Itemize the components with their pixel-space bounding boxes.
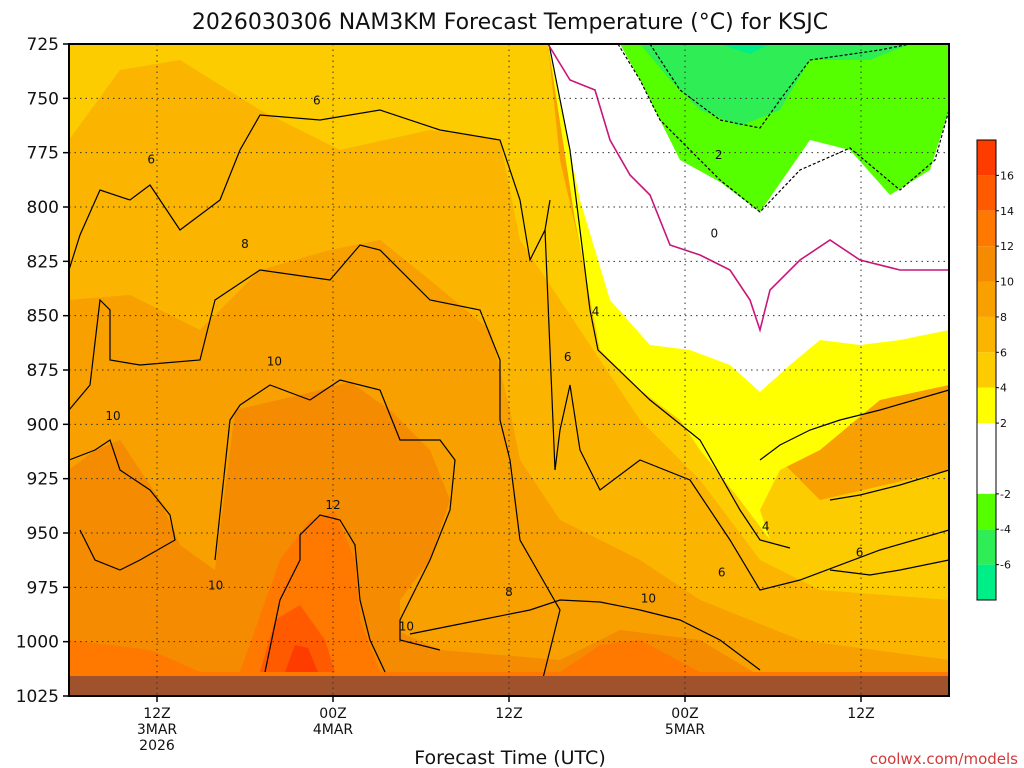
contour-label: 8 [505, 585, 513, 599]
colorbar-label: 8 [1000, 311, 1007, 324]
x-tick-label: 5MAR [665, 722, 706, 738]
contour-label: 8 [241, 237, 249, 251]
contour-label: 10 [208, 578, 223, 592]
colorbar-label: -2 [1000, 488, 1011, 501]
contour-12 [264, 514, 386, 673]
contour-label: 4 [592, 304, 600, 318]
x-tick-label: 2026 [139, 738, 175, 754]
contour-label: 6 [564, 350, 572, 364]
colorbar-label: 10 [1000, 276, 1014, 289]
contour-8 [68, 244, 561, 691]
x-tick-label: 00Z [671, 706, 698, 722]
contour-0 [547, 43, 949, 333]
y-tick-label: 800 [27, 198, 59, 218]
y-tick-label: 750 [27, 89, 59, 109]
x-tick-label: 00Z [319, 706, 346, 722]
y-tick-label: 775 [27, 144, 59, 164]
contour-label: 0 [711, 226, 719, 240]
colorbar-swatch [977, 493, 996, 530]
colorbar-swatch [977, 281, 996, 317]
y-tick-label: 950 [27, 524, 59, 544]
y-axis: 725 750 775 800 825 850 875 900 925 950 975 1000 102… [16, 35, 69, 707]
colorbar-label: 16 [1000, 169, 1014, 182]
x-tick-label: 4MAR [313, 722, 354, 738]
colorbar-swatch [977, 210, 996, 247]
colorbar-swatch [977, 316, 996, 353]
colorbar-border [976, 139, 997, 601]
y-tick-label: 975 [27, 578, 59, 598]
gridlines [69, 44, 949, 696]
colorbar-swatch [977, 140, 996, 176]
contour-10-left [68, 439, 176, 571]
y-tick-label: 725 [27, 35, 59, 55]
contour-10-center [214, 379, 456, 651]
contour-label: 6 [856, 546, 864, 560]
colorbar-label: 6 [1000, 346, 1007, 359]
temp-band-minus6-minus8 [720, 44, 770, 54]
plot-area: 6 6 8 10 10 12 10 10 8 6 4 2 0 10 6 4 6 [68, 43, 950, 697]
contour-4-right [759, 389, 950, 461]
contour-label: 10 [105, 409, 120, 423]
chart-title: 2026030306 NAM3KM Forecast Temperature (… [192, 10, 828, 35]
contour-lines [68, 43, 950, 691]
y-tick-label: 900 [27, 415, 59, 435]
contour-6-upper [68, 109, 551, 271]
y-tick-label: 875 [27, 361, 59, 381]
colorbar-swatch [977, 529, 996, 565]
contour-2 [617, 43, 950, 213]
contour-label: 6 [718, 565, 726, 579]
y-tick-label: 925 [27, 470, 59, 490]
contour-label: 12 [325, 498, 340, 512]
colorbar-swatch [977, 387, 996, 424]
temp-band-16-18 [285, 645, 318, 672]
colorbar-label: 14 [1000, 205, 1014, 218]
colorbar-label: 4 [1000, 382, 1007, 395]
contour-label: 10 [267, 354, 282, 368]
x-tick-label: 3MAR [137, 722, 178, 738]
contour-labels: 6 6 8 10 10 12 10 10 8 6 4 2 0 10 6 4 6 [105, 94, 864, 634]
y-tick-label: 850 [27, 307, 59, 327]
contour-10-lower [409, 599, 761, 671]
contour-6-right [544, 229, 950, 591]
temp-band-minus4-minus6 [640, 44, 910, 126]
contour-minus2 [649, 43, 911, 129]
contour-6-lower-right [829, 469, 950, 576]
contour-label: 6 [147, 152, 155, 166]
y-tick-label: 825 [27, 252, 59, 272]
contour-4 [548, 43, 791, 549]
colorbar-swatch [977, 564, 996, 600]
x-tick-label: 12Z [495, 706, 522, 722]
colorbar-label: -6 [1000, 559, 1011, 572]
colorbar: 16 14 12 10 8 6 4 2 -2 -4 -6 [976, 139, 1014, 601]
y-tick-label: 1025 [16, 687, 59, 707]
contour-label: 10 [641, 591, 656, 605]
contour-label: 6 [313, 94, 321, 108]
colorbar-label: 2 [1000, 417, 1007, 430]
y-tick-label: 1000 [16, 633, 59, 653]
colorbar-swatch [977, 175, 996, 211]
ground-band [69, 676, 949, 696]
credit-annotation: coolwx.com/models [870, 750, 1018, 768]
contour-label: 10 [399, 620, 414, 634]
contour-label: 4 [762, 520, 770, 534]
colorbar-label: 12 [1000, 240, 1014, 253]
x-axis-label: Forecast Time (UTC) [414, 747, 605, 768]
colorbar-label: -4 [1000, 523, 1011, 536]
x-tick-label: 12Z [847, 706, 874, 722]
temp-band-14-16 [260, 605, 335, 672]
contour-label: 2 [715, 148, 723, 162]
colorbar-swatch [977, 246, 996, 282]
colorbar-swatch [977, 352, 996, 388]
colorbar-swatch [977, 423, 996, 494]
x-tick-label: 12Z [143, 706, 170, 722]
